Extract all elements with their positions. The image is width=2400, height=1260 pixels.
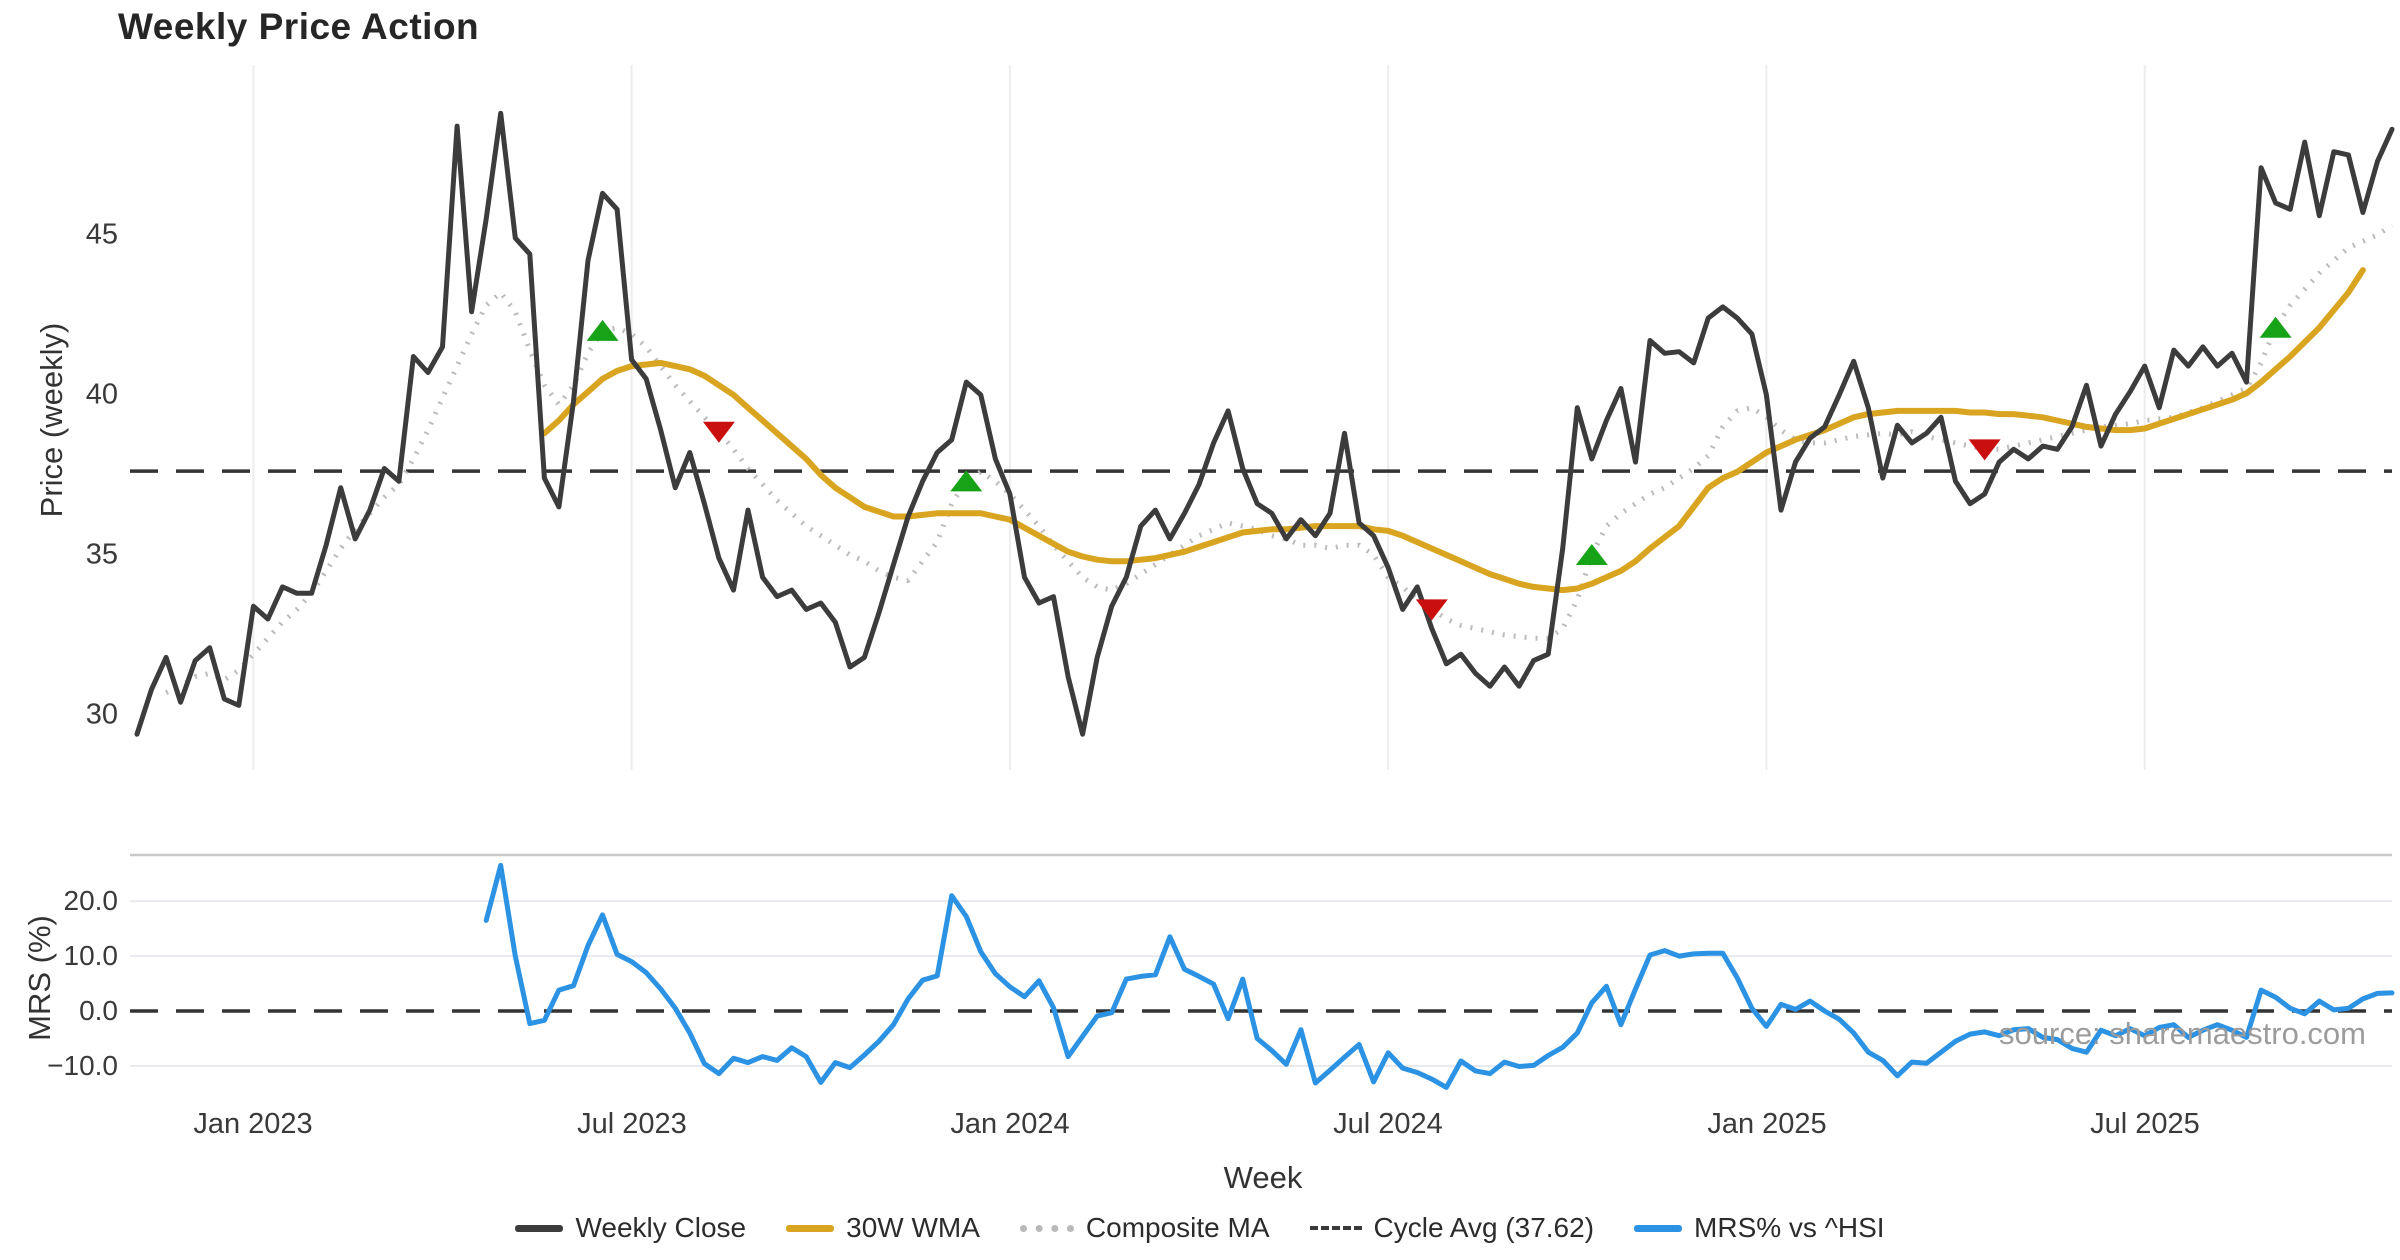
buy-signal-triangle-up-icon <box>2259 316 2292 338</box>
legend-item-weekly-close: Weekly Close <box>515 1212 746 1244</box>
buy-signal-triangle-up-icon <box>586 319 619 341</box>
sell-signal-triangle-down-icon <box>1968 439 2001 461</box>
buy-signal-triangle-up-icon <box>950 470 983 492</box>
mrs-line <box>483 862 2395 1090</box>
price-tick-40: 40 <box>85 378 118 411</box>
legend-label: Cycle Avg (37.62) <box>1373 1212 1595 1243</box>
price-tick-30: 30 <box>85 698 118 731</box>
mrs-axis-label: MRS (%) <box>22 915 57 1041</box>
price-axis-label: Price (weekly) <box>34 322 69 518</box>
x-tick-jan-2025: Jan 2025 <box>1707 1108 1827 1140</box>
wma-line <box>541 267 2366 594</box>
weekly-close-line-swatch-icon <box>515 1224 564 1232</box>
legend-item-composite-ma: Composite MA <box>1019 1212 1270 1244</box>
x-tick-jul-2025: Jul 2025 <box>2090 1108 2200 1140</box>
legend-label: Composite MA <box>1085 1212 1270 1243</box>
x-axis-label: Week <box>1223 1160 1303 1195</box>
legend-label: MRS% vs ^HSI <box>1694 1212 1885 1243</box>
mrs-line-swatch-icon <box>1634 1224 1683 1232</box>
x-tick-jul-2023: Jul 2023 <box>577 1108 687 1140</box>
legend-item-cycle-avg: Cycle Avg (37.62) <box>1309 1212 1595 1244</box>
legend-label: Weekly Close <box>575 1212 747 1243</box>
legend: Weekly Close 30W WMA Composite MA Cycle … <box>0 1212 2400 1244</box>
legend-label: 30W WMA <box>846 1212 980 1243</box>
source-watermark: source: sharemaestro.com <box>1999 1016 2366 1051</box>
page-title: Weekly Price Action <box>118 6 480 47</box>
legend-item-mrs: MRS% vs ^HSI <box>1634 1212 1885 1244</box>
sell-signal-triangle-down-icon <box>702 421 735 443</box>
x-tick-jan-2024: Jan 2024 <box>950 1108 1070 1140</box>
composite-ma-dotted-swatch-icon <box>1019 1224 1074 1232</box>
mrs-tick-20: 20.0 <box>63 885 119 916</box>
buy-signal-triangle-up-icon <box>1575 543 1608 565</box>
mrs-tick-0: 0.0 <box>79 995 118 1026</box>
wma-line-swatch-icon <box>786 1224 835 1232</box>
mrs-tick-m10: −10.0 <box>47 1050 118 1081</box>
composite-ma-line <box>165 223 2394 695</box>
sell-signal-triangle-down-icon <box>1415 599 1448 621</box>
x-tick-jan-2023: Jan 2023 <box>193 1108 313 1140</box>
x-tick-jul-2024: Jul 2024 <box>1333 1108 1443 1140</box>
price-tick-35: 35 <box>85 538 118 571</box>
legend-item-30w-wma: 30W WMA <box>786 1212 980 1244</box>
mrs-tick-10: 10.0 <box>63 940 119 971</box>
weekly-close-line <box>134 110 2395 737</box>
cycle-avg-dashed-swatch-icon <box>1309 1226 1362 1230</box>
price-tick-45: 45 <box>85 218 118 251</box>
